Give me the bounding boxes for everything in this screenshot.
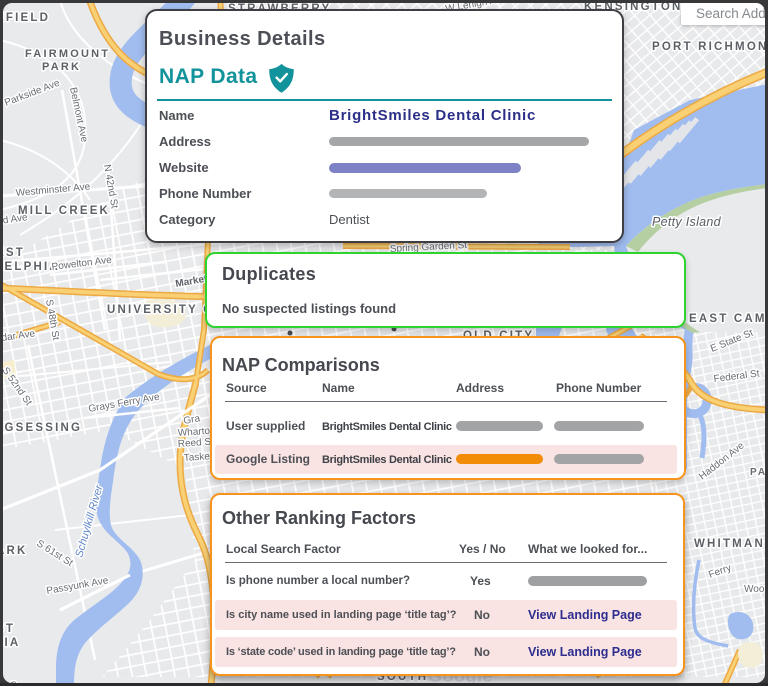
svg-text:HIA: HIA xyxy=(0,637,20,649)
svg-text:FAIRMOUNT: FAIRMOUNT xyxy=(25,48,110,60)
svg-text:Petty Island: Petty Island xyxy=(652,215,722,229)
svg-text:ST: ST xyxy=(0,623,15,635)
svg-text:Woo: Woo xyxy=(744,584,765,595)
svg-text:PA: PA xyxy=(750,467,767,478)
svg-text:Tasker: Tasker xyxy=(183,451,214,464)
svg-text:EST: EST xyxy=(0,247,25,259)
svg-text:ARK: ARK xyxy=(0,545,28,557)
svg-text:Wharto: Wharto xyxy=(177,426,210,439)
svg-text:MILL CREEK: MILL CREEK xyxy=(18,205,110,217)
svg-text:PORT RICHMOND: PORT RICHMOND xyxy=(652,41,768,53)
svg-text:UNIVERSITY CITY: UNIVERSITY CITY xyxy=(107,304,238,316)
svg-text:NGSESSING: NGSESSING xyxy=(0,422,82,434)
svg-text:Gra: Gra xyxy=(183,413,202,427)
svg-text:PARK: PARK xyxy=(42,61,81,73)
svg-text:DELPHIA: DELPHIA xyxy=(0,261,60,273)
svg-text:on Ave: on Ave xyxy=(7,680,27,686)
svg-text:EFIELD: EFIELD xyxy=(0,12,50,24)
svg-text:Reed S: Reed S xyxy=(177,437,211,450)
svg-text:WHITMAN: WHITMAN xyxy=(694,538,765,550)
svg-text:EAST CAMDEN: EAST CAMDEN xyxy=(689,313,768,325)
